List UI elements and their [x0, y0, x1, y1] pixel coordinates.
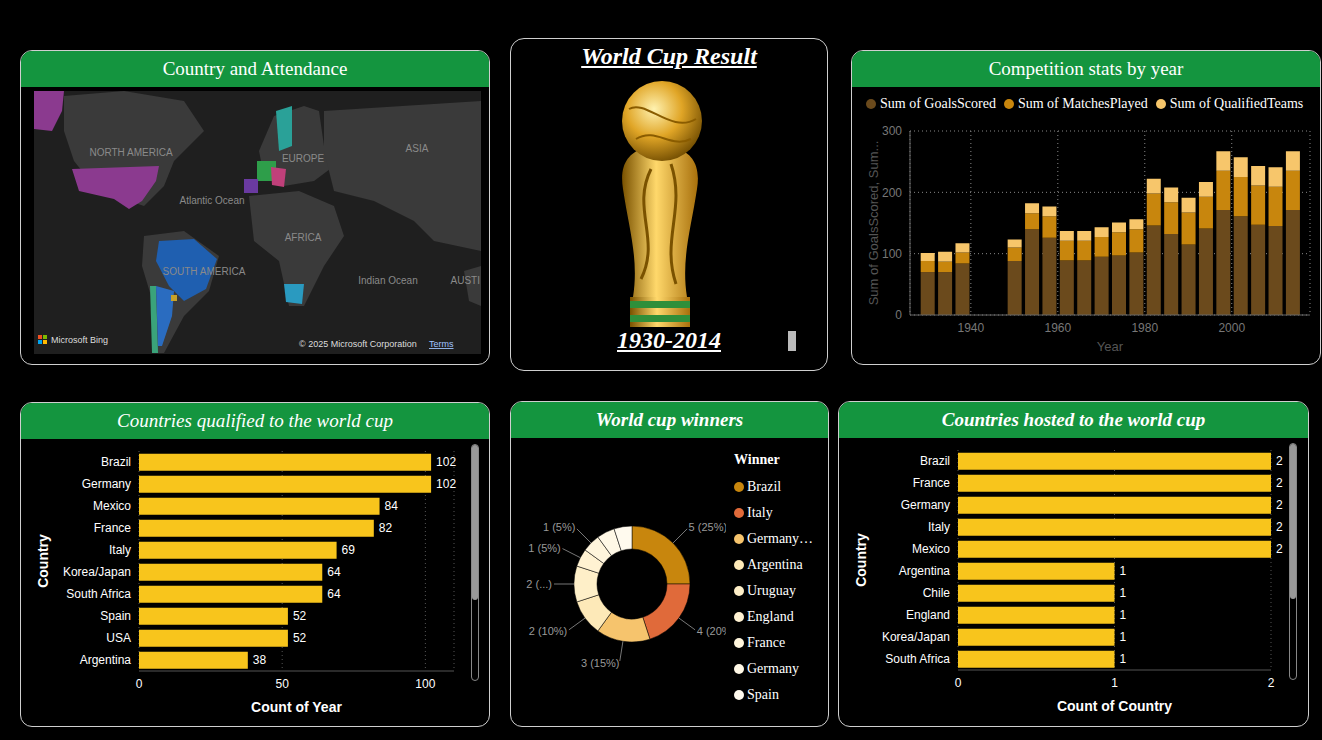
html-text:Countries hosted to the world: Countries hosted to the world cup — [941, 409, 1206, 430]
html-text:Sum of GoalsScored: Sum of GoalsScored — [880, 96, 996, 111]
html-text:Countries qualified to the wor: Countries qualified to the world cup — [117, 410, 393, 431]
svg-text:Chile: Chile — [923, 586, 951, 600]
html-text:Country: Country — [853, 533, 869, 587]
svg-text:Mexico: Mexico — [912, 542, 950, 556]
svg-text:Germany: Germany — [901, 498, 950, 512]
html-text:Argentina: Argentina — [747, 557, 803, 572]
svg-text:69: 69 — [342, 543, 356, 557]
html-text:Brazil: Brazil — [747, 479, 782, 494]
svg-text:38: 38 — [253, 653, 267, 667]
html-text:Uruguay: Uruguay — [747, 583, 796, 598]
svg-text:Spain: Spain — [100, 609, 131, 623]
svg-text:Italy: Italy — [928, 520, 950, 534]
html-text:World Cup Result: World Cup Result — [581, 43, 757, 69]
svg-text:100: 100 — [882, 247, 902, 261]
svg-text:France: France — [94, 521, 132, 535]
svg-text:2 (10%): 2 (10%) — [529, 625, 568, 637]
html-text:World cup winners: World cup winners — [595, 409, 744, 430]
svg-text:AFRICA: AFRICA — [285, 232, 322, 243]
svg-text:100: 100 — [415, 677, 435, 691]
html-text:Country and Attendance: Country and Attendance — [162, 58, 348, 79]
svg-text:AUSTI: AUSTI — [451, 275, 480, 286]
svg-text:NORTH AMERICA: NORTH AMERICA — [89, 147, 172, 158]
html-text:France: France — [747, 635, 786, 650]
svg-text:South Africa: South Africa — [66, 587, 131, 601]
svg-text:Terms: Terms — [429, 339, 454, 349]
svg-text:Atlantic Ocean: Atlantic Ocean — [179, 195, 244, 206]
svg-text:Brazil: Brazil — [920, 454, 950, 468]
html-text:Country: Country — [35, 534, 51, 588]
svg-text:Brazil: Brazil — [101, 455, 131, 469]
svg-text:USA: USA — [106, 631, 131, 645]
svg-text:64: 64 — [327, 565, 341, 579]
svg-text:1: 1 — [1120, 586, 1127, 600]
svg-text:3 (15%): 3 (15%) — [581, 657, 620, 669]
html-text:Count of Year: Count of Year — [251, 699, 342, 715]
svg-text:Microsoft Bing: Microsoft Bing — [51, 335, 108, 345]
html-text:Sum of GoalsScored, Sum...: Sum of GoalsScored, Sum... — [865, 140, 881, 306]
svg-text:France: France — [913, 476, 951, 490]
svg-text:Argentina: Argentina — [80, 653, 132, 667]
svg-text:2: 2 — [1276, 542, 1283, 556]
svg-text:0: 0 — [895, 308, 902, 322]
svg-text:5 (25%): 5 (25%) — [689, 521, 726, 533]
html-text:Spain: Spain — [747, 687, 779, 702]
svg-text:102: 102 — [436, 477, 456, 491]
svg-text:4 (20%): 4 (20%) — [697, 625, 726, 637]
svg-text:1: 1 — [1120, 608, 1127, 622]
svg-text:50: 50 — [276, 677, 290, 691]
html-text:Sum of MatchesPlayed: Sum of MatchesPlayed — [1017, 96, 1148, 111]
svg-text:1: 1 — [1120, 564, 1127, 578]
html-text:Sum of QualifiedTeams: Sum of QualifiedTeams — [1169, 96, 1304, 111]
svg-text:82: 82 — [379, 521, 393, 535]
svg-text:64: 64 — [327, 587, 341, 601]
svg-text:1: 1 — [1111, 676, 1118, 690]
svg-text:102: 102 — [436, 455, 456, 469]
svg-text:2: 2 — [1276, 476, 1283, 490]
svg-text:0: 0 — [955, 676, 962, 690]
html-text:England: England — [747, 609, 794, 624]
svg-text:Italy: Italy — [109, 543, 131, 557]
svg-text:Korea/Japan: Korea/Japan — [882, 630, 950, 644]
svg-text:Argentina: Argentina — [899, 564, 951, 578]
svg-text:84: 84 — [385, 499, 399, 513]
svg-text:200: 200 — [882, 186, 902, 200]
svg-text:2: 2 — [1268, 676, 1275, 690]
svg-text:1980: 1980 — [1131, 321, 1158, 335]
svg-text:Indian Ocean: Indian Ocean — [358, 275, 418, 286]
svg-text:1 (5%): 1 (5%) — [543, 521, 575, 533]
svg-text:Germany: Germany — [82, 477, 131, 491]
svg-text:52: 52 — [293, 631, 307, 645]
html-text:Winner: Winner — [734, 452, 780, 467]
svg-text:0: 0 — [136, 677, 143, 691]
svg-text:England: England — [906, 608, 950, 622]
html-text:Germany…: Germany… — [747, 531, 814, 546]
svg-text:2: 2 — [1276, 498, 1283, 512]
svg-text:52: 52 — [293, 609, 307, 623]
svg-text:2: 2 — [1276, 520, 1283, 534]
svg-text:2: 2 — [1276, 454, 1283, 468]
svg-text:2 (...): 2 (...) — [526, 578, 552, 590]
svg-text:1960: 1960 — [1044, 321, 1071, 335]
svg-text:EUROPE: EUROPE — [282, 153, 325, 164]
svg-text:1 (5%): 1 (5%) — [528, 542, 560, 554]
svg-text:Mexico: Mexico — [93, 499, 131, 513]
svg-text:© 2025 Microsoft Corporation: © 2025 Microsoft Corporation — [299, 339, 417, 349]
svg-text:1: 1 — [1120, 652, 1127, 666]
svg-text:300: 300 — [882, 124, 902, 138]
html-text:1930-2014: 1930-2014 — [617, 327, 721, 353]
html-text:Competition stats by year: Competition stats by year — [988, 58, 1184, 79]
svg-text:2000: 2000 — [1218, 321, 1245, 335]
svg-text:SOUTH AMERICA: SOUTH AMERICA — [163, 266, 246, 277]
svg-text:Korea/Japan: Korea/Japan — [63, 565, 131, 579]
html-text:Year: Year — [1096, 338, 1124, 354]
svg-text:1: 1 — [1120, 630, 1127, 644]
html-text:Italy: Italy — [747, 505, 773, 520]
svg-text:1940: 1940 — [958, 321, 985, 335]
html-text:Germany: Germany — [747, 661, 800, 676]
svg-text:South Africa: South Africa — [885, 652, 950, 666]
svg-text:ASIA: ASIA — [406, 143, 429, 154]
html-text:Count of Country: Count of Country — [1057, 698, 1172, 714]
